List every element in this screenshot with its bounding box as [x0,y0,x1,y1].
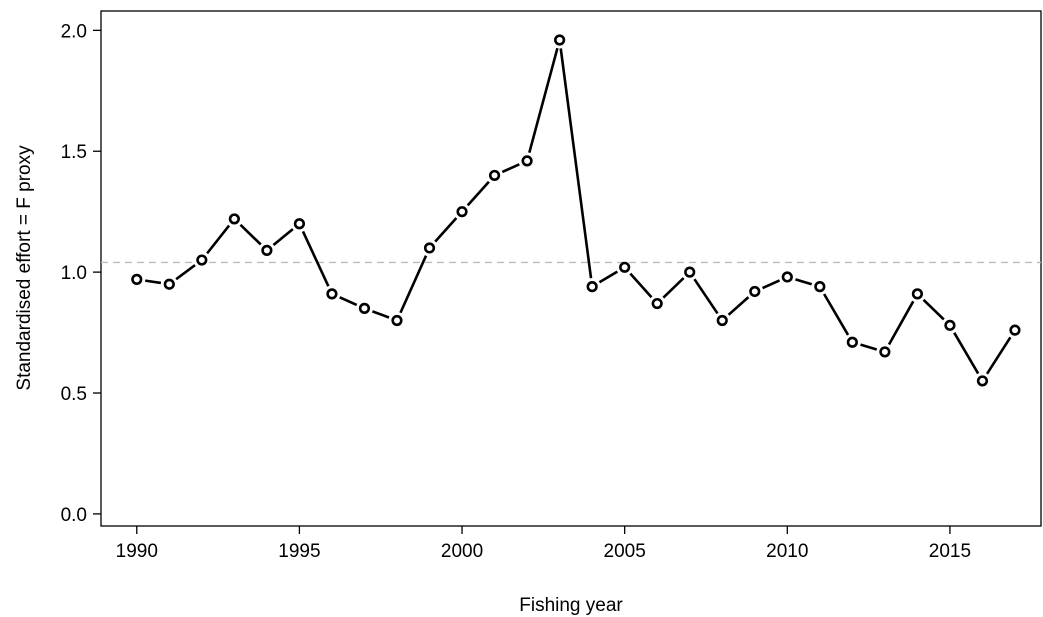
series-line-segment [629,272,653,299]
data-point [1009,324,1021,336]
series-line-segment [206,224,231,255]
series-line-segment [466,180,490,207]
series-line-segment [598,270,619,284]
series-line-segment [434,217,458,243]
y-tick-label: 1.5 [61,142,87,163]
series-layer [131,34,1021,387]
y-tick-label: 0.0 [61,505,87,526]
series-line-segment [301,230,330,287]
data-point [423,242,436,254]
series-line-segment [985,336,1012,375]
data-point [749,285,761,298]
axes-layer: 0.0 0.5 1.0 1.5 2.0 1990 1995 2000 2005 2010 2015 [61,10,1042,562]
y-tick-label: 2.0 [61,21,87,42]
data-point [261,244,273,256]
series-line-segment [339,296,358,307]
series-line-segment [860,343,878,351]
data-point [228,213,240,225]
data-point [846,336,858,348]
y-tick-label: 0.5 [61,384,87,405]
x-tick-label: 1995 [278,541,320,562]
data-point [554,34,566,46]
x-axis-title: Fishing year [519,595,623,616]
data-point [781,271,793,283]
data-point [521,155,533,167]
series-line-segment [822,293,850,336]
data-point [391,314,403,327]
x-tick-label: 2015 [929,541,971,562]
data-point [456,206,468,218]
data-point [358,302,371,314]
data-point [911,288,924,300]
data-point [293,218,306,230]
x-tick-label: 1990 [116,541,158,562]
data-point [651,297,663,310]
series-line-segment [272,228,294,246]
data-point [131,273,143,285]
data-point [879,346,891,358]
series-line-segment [693,278,719,315]
data-point [488,169,501,182]
data-point [196,254,208,266]
series-line-segment [175,264,196,281]
series-line-segment [399,255,428,314]
data-point [976,375,989,387]
data-point [326,288,338,300]
series-line-segment [953,332,980,375]
series-line-segment [887,300,915,346]
x-tick-label: 2010 [766,541,808,562]
series-line-segment [922,298,945,321]
y-axis-title: Standardised effort = F proxy [14,145,35,391]
data-point [684,266,696,278]
series-line-segment [559,48,593,279]
data-point [163,278,175,290]
x-tick-label: 2000 [441,541,483,562]
series-line-segment [795,278,813,286]
data-point [619,261,631,273]
series-line-segment [501,163,520,174]
plot-frame [100,10,1042,527]
x-tick-label: 2005 [604,541,646,562]
data-point [716,314,728,327]
series-line-segment [371,310,390,319]
series-line-segment [528,47,559,154]
series-line-segment [762,279,781,290]
series-line-segment [144,279,162,285]
data-point [586,281,598,293]
y-tick-label: 1.0 [61,263,87,284]
series-line-segment [239,223,262,246]
data-point [814,281,826,293]
series-line-segment [662,277,685,299]
data-point [944,319,956,331]
series-line-segment [727,296,750,316]
